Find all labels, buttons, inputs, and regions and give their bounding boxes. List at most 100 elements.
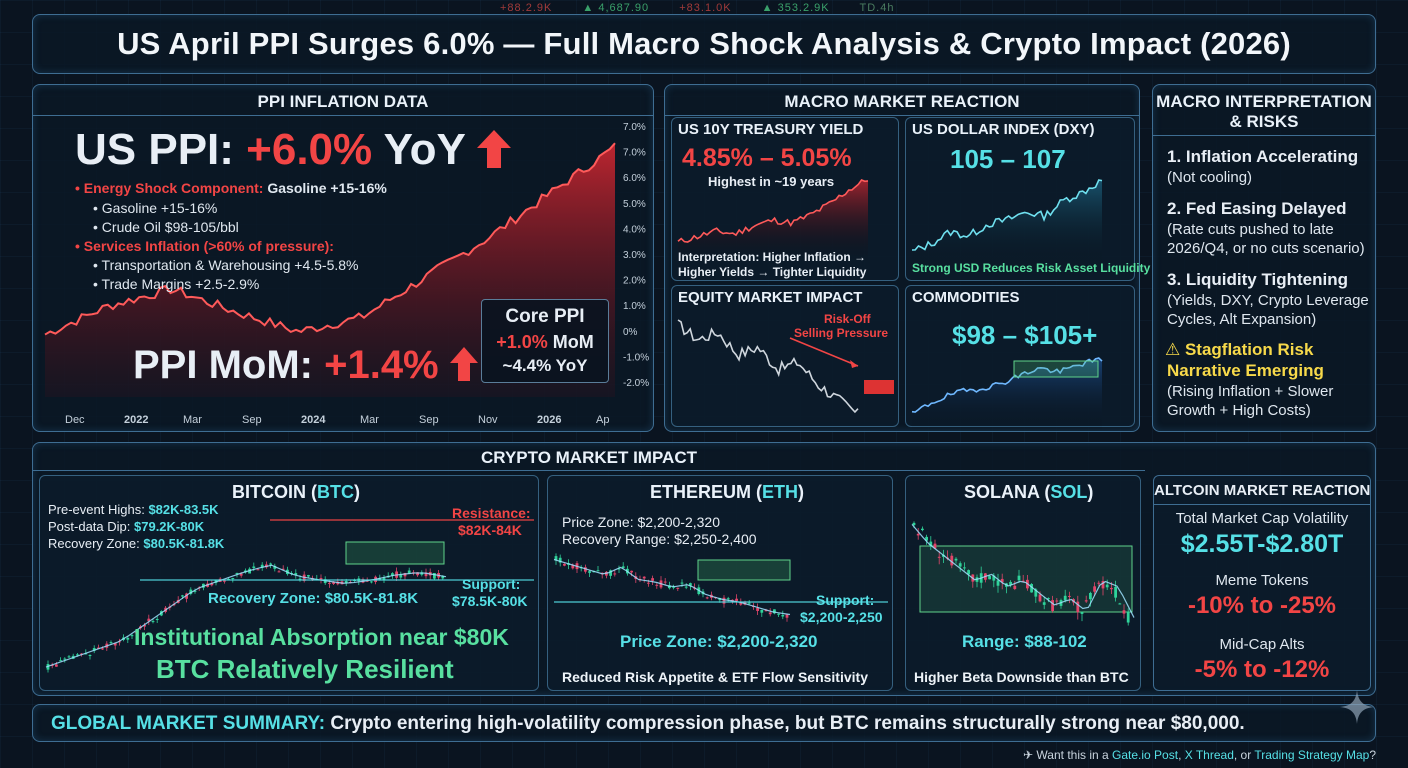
arrow-up-icon <box>477 130 512 168</box>
ticker-item: +88.2.9K <box>500 2 553 14</box>
candle-body <box>407 570 411 574</box>
price-zone-band <box>697 559 791 581</box>
candle-body <box>118 641 121 643</box>
candle-body <box>1101 581 1105 589</box>
series-line <box>911 179 1103 251</box>
candle-body <box>181 595 184 597</box>
candle-body <box>739 602 743 605</box>
interp-title-1: MACRO INTERPRETATION <box>1156 92 1372 111</box>
sol-range-caption: Range: $88-102 <box>962 632 1087 651</box>
interp-item4-head-2: Narrative Emerging <box>1167 361 1324 380</box>
y-tick-label: 5.0% <box>623 199 646 210</box>
interp-item4-head-1: ⚠ Stagflation Risk <box>1165 340 1314 359</box>
candle-body <box>1093 586 1096 592</box>
candle-body <box>344 580 348 583</box>
y-tick-label: -1.0% <box>623 352 649 363</box>
dxy-caption: Strong USD Reduces Risk Asset Liquidity <box>912 261 1151 275</box>
candle-body <box>588 571 591 573</box>
candle-body <box>319 578 323 581</box>
candle-body <box>185 593 188 599</box>
candle-body <box>680 582 684 584</box>
sol-title: SOLANA (SOL) <box>964 482 1093 503</box>
footer-sep: , <box>1178 748 1185 762</box>
candle-body <box>378 578 382 580</box>
core-ppi-title: Core PPI <box>505 306 585 327</box>
candle-body <box>655 584 659 586</box>
arrow-head-icon <box>850 360 858 368</box>
x-tick-label: Sep <box>419 414 439 426</box>
candle-body <box>912 522 916 526</box>
candle-body <box>1126 611 1130 623</box>
ticker-item: +83.1.0K <box>679 2 732 14</box>
candle-body <box>193 590 197 592</box>
candle-body <box>933 543 937 549</box>
moving-average-line <box>911 524 1135 618</box>
candle-body <box>1097 582 1101 584</box>
y-tick-label: -2.0% <box>623 378 649 389</box>
series-area <box>912 180 1102 270</box>
crypto-panel: CRYPTO MARKET IMPACT BITCOIN (BTC) Pre-e… <box>32 442 1376 696</box>
x-thread-link[interactable]: X Thread <box>1184 748 1234 762</box>
y-tick-label: 7.0% <box>623 122 646 133</box>
candle-body <box>676 587 680 589</box>
candle-body <box>370 581 373 583</box>
x-tick-label: Sep <box>242 414 262 426</box>
btc-resistance-label: Resistance: <box>452 505 531 521</box>
title-banner: US April PPI Surges 6.0% — Full Macro Sh… <box>32 14 1376 74</box>
candle-body <box>621 566 625 569</box>
ppi-headline-value: +6.0% <box>246 125 373 174</box>
ppi-line <box>44 142 616 336</box>
btc-dip: Post-data Dip: $79.2K-80K <box>48 519 204 534</box>
core-mom-value: +1.0% <box>496 332 548 352</box>
candle-body <box>785 614 789 618</box>
yield-value: 4.85% – 5.05% <box>682 144 852 172</box>
candle-body <box>1042 602 1046 605</box>
zone-band <box>1013 360 1099 378</box>
x-tick-label: Nov <box>478 414 498 426</box>
series-line <box>677 179 869 243</box>
candle-body <box>382 577 386 580</box>
candle-body <box>63 658 67 660</box>
gateio-post-link[interactable]: Gate.io Post <box>1112 748 1179 762</box>
interp-item2-body-1: (Rate cuts pushed to late <box>1167 221 1334 238</box>
candle-body <box>147 618 151 622</box>
trading-map-link[interactable]: Trading Strategy Map <box>1254 748 1370 762</box>
summary-banner: GLOBAL MARKET SUMMARY: Crypto entering h… <box>32 704 1376 742</box>
candle-body <box>260 564 264 568</box>
equity-note-2: Selling Pressure <box>794 326 889 340</box>
interp-item3-body-1: (Yields, DXY, Crypto Leverage <box>1167 292 1369 309</box>
series-line <box>677 319 859 414</box>
candle-body <box>298 578 302 580</box>
eth-title-close: ) <box>798 482 804 502</box>
eth-zone-value: $2,200-2,320 <box>637 514 721 530</box>
candle-body <box>391 573 394 576</box>
candle-body <box>630 570 633 573</box>
candle-body <box>996 580 1000 586</box>
candle-body <box>773 609 776 614</box>
candle-body <box>1118 603 1122 605</box>
eth-zone: Price Zone: $2,200-2,320 <box>562 514 720 530</box>
candle-body <box>921 528 924 531</box>
price-tag <box>864 380 894 394</box>
eth-support-value: $2,200-2,250 <box>800 609 883 625</box>
candle-body <box>1034 589 1038 597</box>
eth-rec: Recovery Range: $2,250-2,400 <box>562 531 757 547</box>
ppi-area-chart: 7.0% 7.0% 6.0% 5.0% 4.0% 3.0% 2.0% 1.0% 0% -1.0% -… <box>44 122 649 426</box>
interpretation-panel: MACRO INTERPRETATION & RISKS 1. Inflatio… <box>1152 84 1376 432</box>
eth-title-text: ETHEREUM ( <box>650 482 762 502</box>
candle-body <box>642 576 646 579</box>
footer-sep: , or <box>1233 748 1255 762</box>
candle-body <box>563 563 566 566</box>
btc-caption-2: BTC Relatively Resilient <box>156 654 454 684</box>
candle-body <box>735 598 738 601</box>
candle-body <box>92 648 96 651</box>
yield-chart <box>677 179 869 262</box>
x-tick-label: Mar <box>183 414 202 426</box>
series-area <box>678 180 868 262</box>
candle-body <box>277 571 281 573</box>
sol-caption: Higher Beta Downside than BTC <box>914 669 1129 685</box>
btc-caption-1: Institutional Absorption near $80K <box>134 624 509 650</box>
candle-body <box>256 569 260 571</box>
candle-body <box>1076 601 1080 613</box>
candle-body <box>332 581 335 584</box>
